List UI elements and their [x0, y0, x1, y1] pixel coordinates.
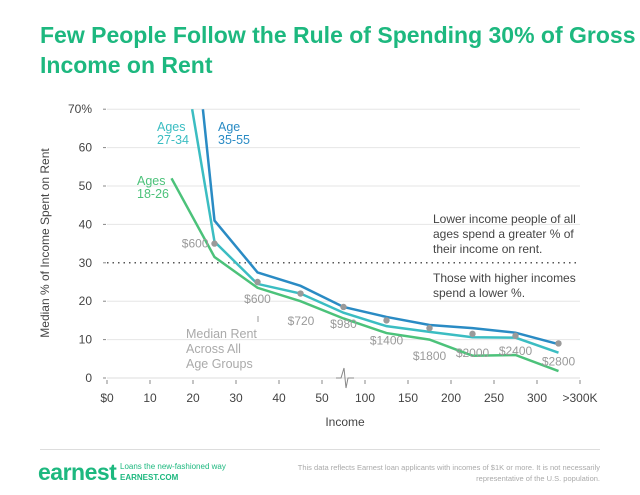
x-tick-label: 30 [229, 391, 243, 405]
median-rent-label: $2800 [542, 354, 576, 368]
median-rent-point [555, 340, 562, 347]
x-tick-label: $0 [100, 391, 114, 405]
series-line-age-35-55 [201, 109, 559, 346]
footer-divider [40, 449, 600, 450]
y-axis-label: Median % of Income Spent on Rent [38, 148, 52, 338]
median-rent-label: $980 [330, 317, 357, 331]
median-rent-point [297, 290, 304, 297]
x-tick-label: 10 [143, 391, 157, 405]
x-tick-label: 250 [484, 391, 504, 405]
median-rent-point [211, 240, 218, 247]
annotation-above: Lower income people of all [433, 212, 576, 226]
median-rent-point [383, 317, 390, 324]
x-axis-label: Income [325, 415, 365, 429]
median-rent-point [469, 330, 476, 338]
annotation-above: ages spend a greater % of [433, 227, 574, 241]
series-label: 27-34 [157, 133, 189, 147]
x-tick-label: 200 [441, 391, 461, 405]
site-link[interactable]: EARNEST.COM [120, 473, 179, 482]
y-tick-label: 70% [68, 102, 92, 116]
median-rent-label: $600 [182, 237, 209, 251]
median-rent-point [426, 324, 433, 332]
annotation-below: Those with higher incomes [433, 271, 576, 285]
x-tick-label: 20 [186, 391, 200, 405]
x-tick-label: >300K [562, 391, 597, 405]
y-tick-label: 50 [79, 179, 93, 193]
median-rent-caption: Median Rent [186, 327, 257, 341]
annotation-below: spend a lower %. [433, 286, 525, 300]
median-rent-point [340, 303, 347, 311]
y-tick-label: 20 [79, 294, 93, 308]
median-rent-label: $720 [288, 314, 315, 328]
median-rent-point [512, 332, 519, 339]
series-label: Age [218, 120, 240, 134]
median-rent-label: $2000 [456, 346, 490, 360]
annotation-above: their income on rent. [433, 242, 542, 256]
data-note: This data reflects Earnest loan applican… [297, 463, 600, 483]
y-tick-label: 10 [79, 333, 93, 347]
series-label: 35-55 [218, 133, 250, 147]
series-label: Ages [157, 120, 186, 134]
axis-break-icon [336, 367, 354, 389]
median-rent-label: $1400 [370, 333, 404, 347]
y-tick-label: 40 [79, 217, 93, 231]
y-tick-label: 30 [79, 256, 93, 270]
x-tick-label: 50 [315, 391, 329, 405]
x-tick-label: 100 [355, 391, 375, 405]
x-tick-label: 150 [398, 391, 418, 405]
x-tick-label: 40 [272, 391, 286, 405]
series-label: Ages [137, 174, 166, 188]
median-rent-caption: Age Groups [186, 357, 253, 371]
median-rent-label: $2400 [499, 344, 533, 358]
series-line-ages-18-26 [170, 177, 559, 373]
y-tick-label: 0 [85, 371, 92, 385]
earnest-logo[interactable]: earnest [38, 459, 117, 485]
x-tick-label: 300 [527, 391, 547, 405]
y-tick-label: 60 [79, 141, 93, 155]
series-line-ages-27-34 [190, 108, 559, 354]
median-rent-label: $600 [244, 292, 271, 306]
median-rent-point [254, 278, 261, 286]
chart-title: Few People Follow the Rule of Spending 3… [40, 22, 636, 78]
median-rent-label: $1800 [413, 349, 447, 363]
tagline: Loans the new-fashioned way [120, 462, 226, 471]
line-chart: 0 10 20 30 40 50 60 70% $0 10 20 30 40 50 100 150 200 250… [38, 102, 598, 429]
series-label: 18-26 [137, 187, 169, 201]
median-rent-caption: Across All [186, 342, 241, 356]
